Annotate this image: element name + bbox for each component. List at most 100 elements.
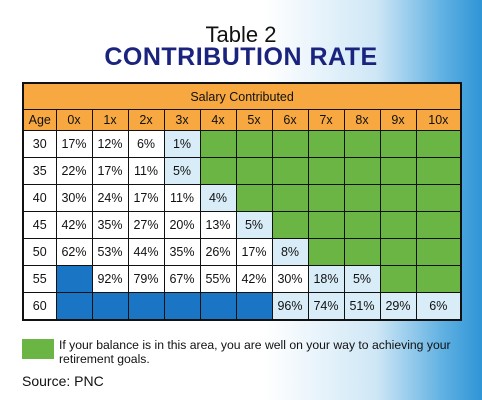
column-header: 0x [55, 109, 93, 131]
age-cell: 45 [22, 211, 57, 239]
source-note: Source: PNC [22, 373, 104, 389]
legend-text: If your balance is in this area, you are… [59, 338, 451, 366]
age-cell: 30 [22, 130, 57, 158]
rate-cell: 6% [415, 292, 462, 321]
rate-cell [307, 211, 345, 239]
rate-cell: 13% [199, 211, 237, 239]
rate-cell [91, 292, 129, 321]
rate-cell: 11% [163, 184, 201, 212]
rate-cell: 79% [127, 265, 165, 293]
rate-cell: 30% [55, 184, 93, 212]
age-cell: 55 [22, 265, 57, 293]
age-cell: 40 [22, 184, 57, 212]
table-row: 30 17% 12% 6% 1% [22, 130, 462, 158]
table-row: 35 22% 17% 11% 5% [22, 157, 462, 185]
rate-cell [235, 130, 273, 158]
rate-cell [235, 184, 273, 212]
table-number: Table 2 [205, 22, 277, 47]
rate-cell [55, 292, 93, 321]
rate-cell: 20% [163, 211, 201, 239]
rate-cell: 1% [163, 130, 201, 158]
rate-cell [199, 130, 237, 158]
rate-cell [55, 265, 93, 293]
rate-cell [379, 184, 417, 212]
rate-cell [343, 184, 381, 212]
column-header: 7x [307, 109, 345, 131]
rate-cell [271, 211, 309, 239]
rate-cell [343, 211, 381, 239]
column-header: 3x [163, 109, 201, 131]
rate-cell: 44% [127, 238, 165, 266]
rate-cell [415, 265, 462, 293]
column-header: 4x [199, 109, 237, 131]
rate-cell: 4% [199, 184, 237, 212]
rate-cell: 29% [379, 292, 417, 321]
rate-cell: 18% [307, 265, 345, 293]
legend-green-swatch [22, 339, 54, 359]
rate-cell: 24% [91, 184, 129, 212]
rate-cell: 17% [55, 130, 93, 158]
rate-cell [415, 184, 462, 212]
rate-cell: 53% [91, 238, 129, 266]
rate-cell [343, 130, 381, 158]
rate-cell: 22% [55, 157, 93, 185]
table-body: 30 17% 12% 6% 1% 35 22% 17% 11% 5% 40 30% 24% 17% 11% 4… [22, 130, 462, 321]
table-row: 40 30% 24% 17% 11% 4% [22, 184, 462, 212]
age-cell: 50 [22, 238, 57, 266]
rate-cell: 74% [307, 292, 345, 321]
rate-cell: 17% [91, 157, 129, 185]
rate-cell [307, 238, 345, 266]
rate-cell: 55% [199, 265, 237, 293]
rate-cell: 42% [235, 265, 273, 293]
age-header: Age [22, 109, 57, 131]
contribution-table: Salary Contributed Age 0x 1x 2x 3x 4x 5x 6x 7x 8… [22, 82, 463, 321]
column-header: 5x [235, 109, 273, 131]
rate-cell: 17% [235, 238, 273, 266]
table-row: 50 62% 53% 44% 35% 26% 17% 8% [22, 238, 462, 266]
rate-cell [343, 157, 381, 185]
rate-cell: 5% [343, 265, 381, 293]
rate-cell [379, 157, 417, 185]
rate-cell: 26% [199, 238, 237, 266]
rate-cell: 62% [55, 238, 93, 266]
column-header-row: Age 0x 1x 2x 3x 4x 5x 6x 7x 8x 9x 10x [22, 109, 462, 131]
salary-contributed-header: Salary Contributed [22, 82, 462, 110]
rate-cell [199, 292, 237, 321]
rate-cell [271, 184, 309, 212]
column-header: 8x [343, 109, 381, 131]
rate-cell [235, 292, 273, 321]
rate-cell: 42% [55, 211, 93, 239]
column-header: 9x [379, 109, 417, 131]
rate-cell: 30% [271, 265, 309, 293]
table-row: 55 92% 79% 67% 55% 42% 30% 18% 5% [22, 265, 462, 293]
rate-cell: 96% [271, 292, 309, 321]
rate-cell: 5% [163, 157, 201, 185]
rate-cell [379, 211, 417, 239]
rate-cell [307, 184, 345, 212]
rate-cell [271, 130, 309, 158]
rate-cell: 51% [343, 292, 381, 321]
column-header: 6x [271, 109, 309, 131]
table-row: 45 42% 35% 27% 20% 13% 5% [22, 211, 462, 239]
rate-cell [379, 130, 417, 158]
age-cell: 60 [22, 292, 57, 321]
rate-cell: 12% [91, 130, 129, 158]
rate-cell: 8% [271, 238, 309, 266]
rate-cell: 35% [91, 211, 129, 239]
rate-cell [235, 157, 273, 185]
rate-cell [415, 211, 462, 239]
rate-cell: 67% [163, 265, 201, 293]
rate-cell: 17% [127, 184, 165, 212]
age-cell: 35 [22, 157, 57, 185]
rate-cell [415, 238, 462, 266]
rate-cell [271, 157, 309, 185]
rate-cell: 6% [127, 130, 165, 158]
rate-cell: 11% [127, 157, 165, 185]
column-header: 1x [91, 109, 129, 131]
rate-cell [379, 265, 417, 293]
rate-cell [415, 130, 462, 158]
rate-cell: 27% [127, 211, 165, 239]
rate-cell: 35% [163, 238, 201, 266]
rate-cell [127, 292, 165, 321]
